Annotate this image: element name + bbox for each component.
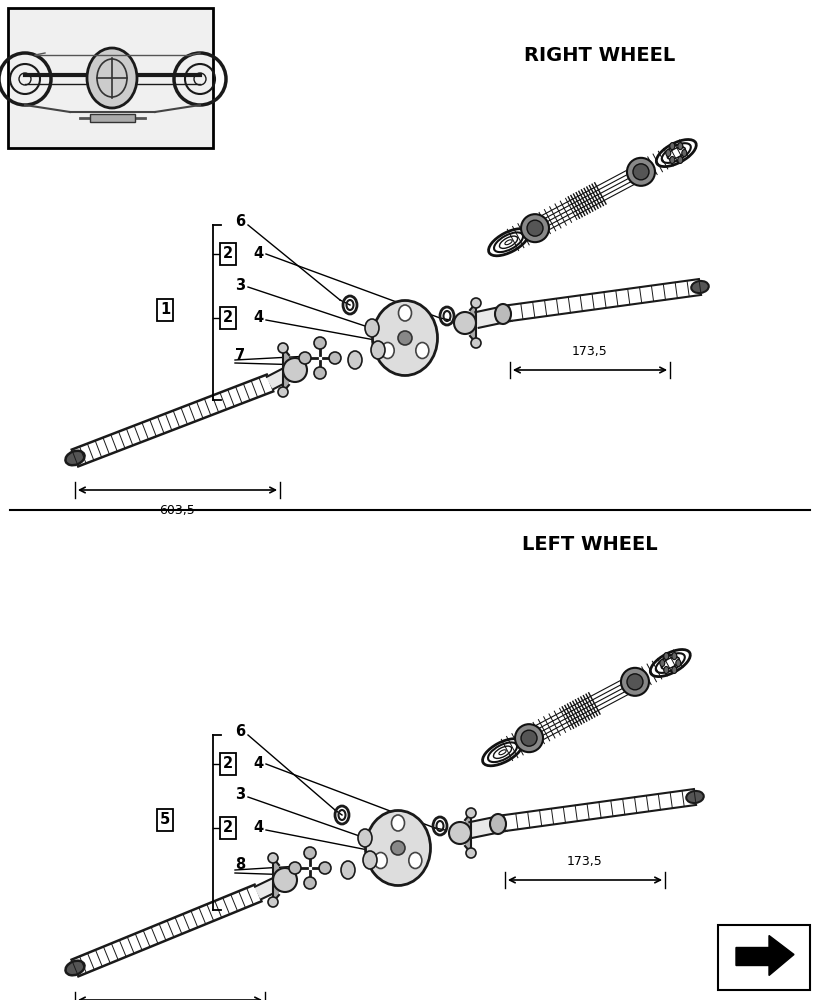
Bar (90, 114, 135, 122)
Polygon shape (283, 348, 288, 392)
Text: 7: 7 (235, 348, 245, 362)
Circle shape (268, 897, 278, 907)
Circle shape (514, 724, 542, 752)
Circle shape (328, 352, 341, 364)
Circle shape (314, 367, 326, 379)
Text: 1: 1 (160, 302, 170, 318)
Circle shape (627, 674, 642, 690)
Circle shape (470, 298, 481, 308)
Bar (8, 8, 213, 148)
Circle shape (283, 358, 306, 382)
Ellipse shape (669, 156, 674, 163)
Ellipse shape (490, 814, 505, 834)
Text: 2: 2 (223, 246, 233, 261)
Ellipse shape (347, 351, 361, 369)
Circle shape (304, 847, 315, 859)
Text: 6: 6 (235, 724, 245, 740)
Circle shape (620, 668, 648, 696)
Ellipse shape (87, 48, 137, 108)
Text: 8: 8 (234, 857, 245, 872)
Circle shape (470, 338, 481, 348)
Ellipse shape (669, 143, 674, 150)
Ellipse shape (663, 653, 668, 660)
Circle shape (527, 220, 542, 236)
Circle shape (319, 862, 331, 874)
Circle shape (632, 164, 648, 180)
Circle shape (391, 841, 405, 855)
Ellipse shape (659, 660, 664, 667)
Ellipse shape (677, 143, 682, 150)
Ellipse shape (671, 666, 676, 673)
Ellipse shape (363, 851, 377, 869)
Circle shape (304, 877, 315, 889)
Circle shape (520, 730, 536, 746)
Text: 3: 3 (235, 277, 245, 292)
Ellipse shape (686, 791, 703, 803)
Circle shape (520, 214, 549, 242)
Ellipse shape (364, 319, 378, 337)
Ellipse shape (495, 304, 510, 324)
Polygon shape (266, 364, 298, 389)
Ellipse shape (677, 156, 682, 163)
Circle shape (268, 853, 278, 863)
Bar (717, 925, 809, 990)
Circle shape (314, 337, 326, 349)
Ellipse shape (398, 305, 411, 321)
Text: 173,5: 173,5 (572, 345, 607, 358)
Ellipse shape (358, 829, 372, 847)
Text: 4: 4 (252, 820, 263, 835)
Text: 603,5: 603,5 (160, 504, 195, 517)
Ellipse shape (370, 341, 385, 359)
Ellipse shape (66, 451, 84, 465)
Ellipse shape (372, 300, 437, 375)
Ellipse shape (381, 342, 394, 359)
Text: RIGHT WHEEL: RIGHT WHEEL (523, 46, 675, 65)
Text: 2: 2 (223, 310, 233, 326)
Ellipse shape (663, 666, 668, 673)
Text: 173,5: 173,5 (567, 855, 602, 868)
Circle shape (454, 312, 475, 334)
Polygon shape (255, 874, 287, 899)
Circle shape (299, 352, 310, 364)
Circle shape (465, 808, 475, 818)
Text: 6: 6 (235, 215, 245, 230)
Polygon shape (475, 305, 511, 328)
Polygon shape (464, 813, 470, 853)
Ellipse shape (373, 852, 387, 868)
Text: 3: 3 (235, 787, 245, 802)
Ellipse shape (690, 281, 708, 293)
Text: 2: 2 (223, 756, 233, 772)
Ellipse shape (415, 342, 428, 359)
Polygon shape (468, 815, 506, 838)
Text: 2: 2 (223, 820, 233, 835)
Circle shape (397, 331, 411, 345)
Circle shape (278, 343, 287, 353)
Ellipse shape (671, 653, 676, 660)
Text: 5: 5 (160, 812, 170, 827)
Circle shape (465, 848, 475, 858)
Ellipse shape (391, 815, 404, 831)
Circle shape (288, 862, 301, 874)
Circle shape (449, 822, 470, 844)
Ellipse shape (409, 852, 421, 868)
Polygon shape (273, 858, 278, 902)
Polygon shape (735, 935, 793, 975)
Ellipse shape (681, 150, 686, 157)
Text: LEFT WHEEL: LEFT WHEEL (522, 536, 657, 554)
Circle shape (278, 387, 287, 397)
Circle shape (273, 868, 296, 892)
Ellipse shape (341, 861, 355, 879)
Text: 4: 4 (252, 756, 263, 772)
Text: 4: 4 (252, 310, 263, 326)
Circle shape (627, 158, 654, 186)
Ellipse shape (675, 660, 680, 667)
Ellipse shape (66, 961, 84, 975)
Ellipse shape (365, 810, 430, 885)
Text: 4: 4 (252, 246, 263, 261)
Polygon shape (469, 303, 475, 343)
Ellipse shape (665, 150, 670, 157)
